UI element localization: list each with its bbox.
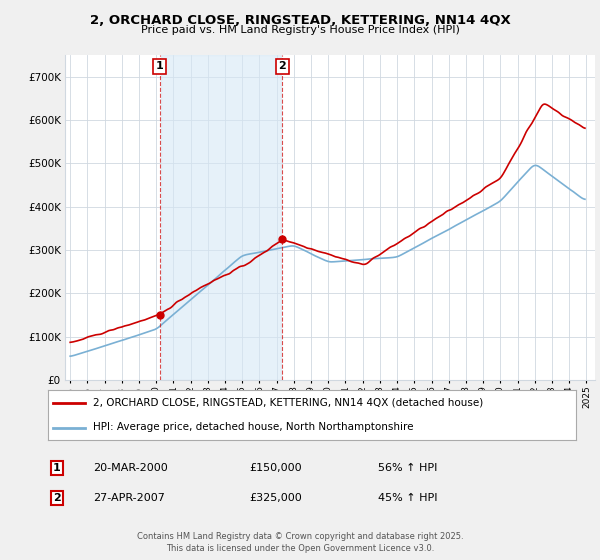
Text: 2, ORCHARD CLOSE, RINGSTEAD, KETTERING, NN14 4QX (detached house): 2, ORCHARD CLOSE, RINGSTEAD, KETTERING, … [93, 398, 483, 408]
Text: 20-MAR-2000: 20-MAR-2000 [93, 463, 168, 473]
Text: £325,000: £325,000 [249, 493, 302, 503]
Text: £150,000: £150,000 [249, 463, 302, 473]
Text: 2, ORCHARD CLOSE, RINGSTEAD, KETTERING, NN14 4QX: 2, ORCHARD CLOSE, RINGSTEAD, KETTERING, … [89, 14, 511, 27]
Text: 27-APR-2007: 27-APR-2007 [93, 493, 165, 503]
Text: 2: 2 [278, 62, 286, 72]
Text: HPI: Average price, detached house, North Northamptonshire: HPI: Average price, detached house, Nort… [93, 422, 413, 432]
Text: 2: 2 [53, 493, 61, 503]
Text: Contains HM Land Registry data © Crown copyright and database right 2025.
This d: Contains HM Land Registry data © Crown c… [137, 533, 463, 553]
Text: Price paid vs. HM Land Registry's House Price Index (HPI): Price paid vs. HM Land Registry's House … [140, 25, 460, 35]
Text: 56% ↑ HPI: 56% ↑ HPI [378, 463, 437, 473]
Text: 45% ↑ HPI: 45% ↑ HPI [378, 493, 437, 503]
Text: 1: 1 [156, 62, 164, 72]
Text: 1: 1 [53, 463, 61, 473]
